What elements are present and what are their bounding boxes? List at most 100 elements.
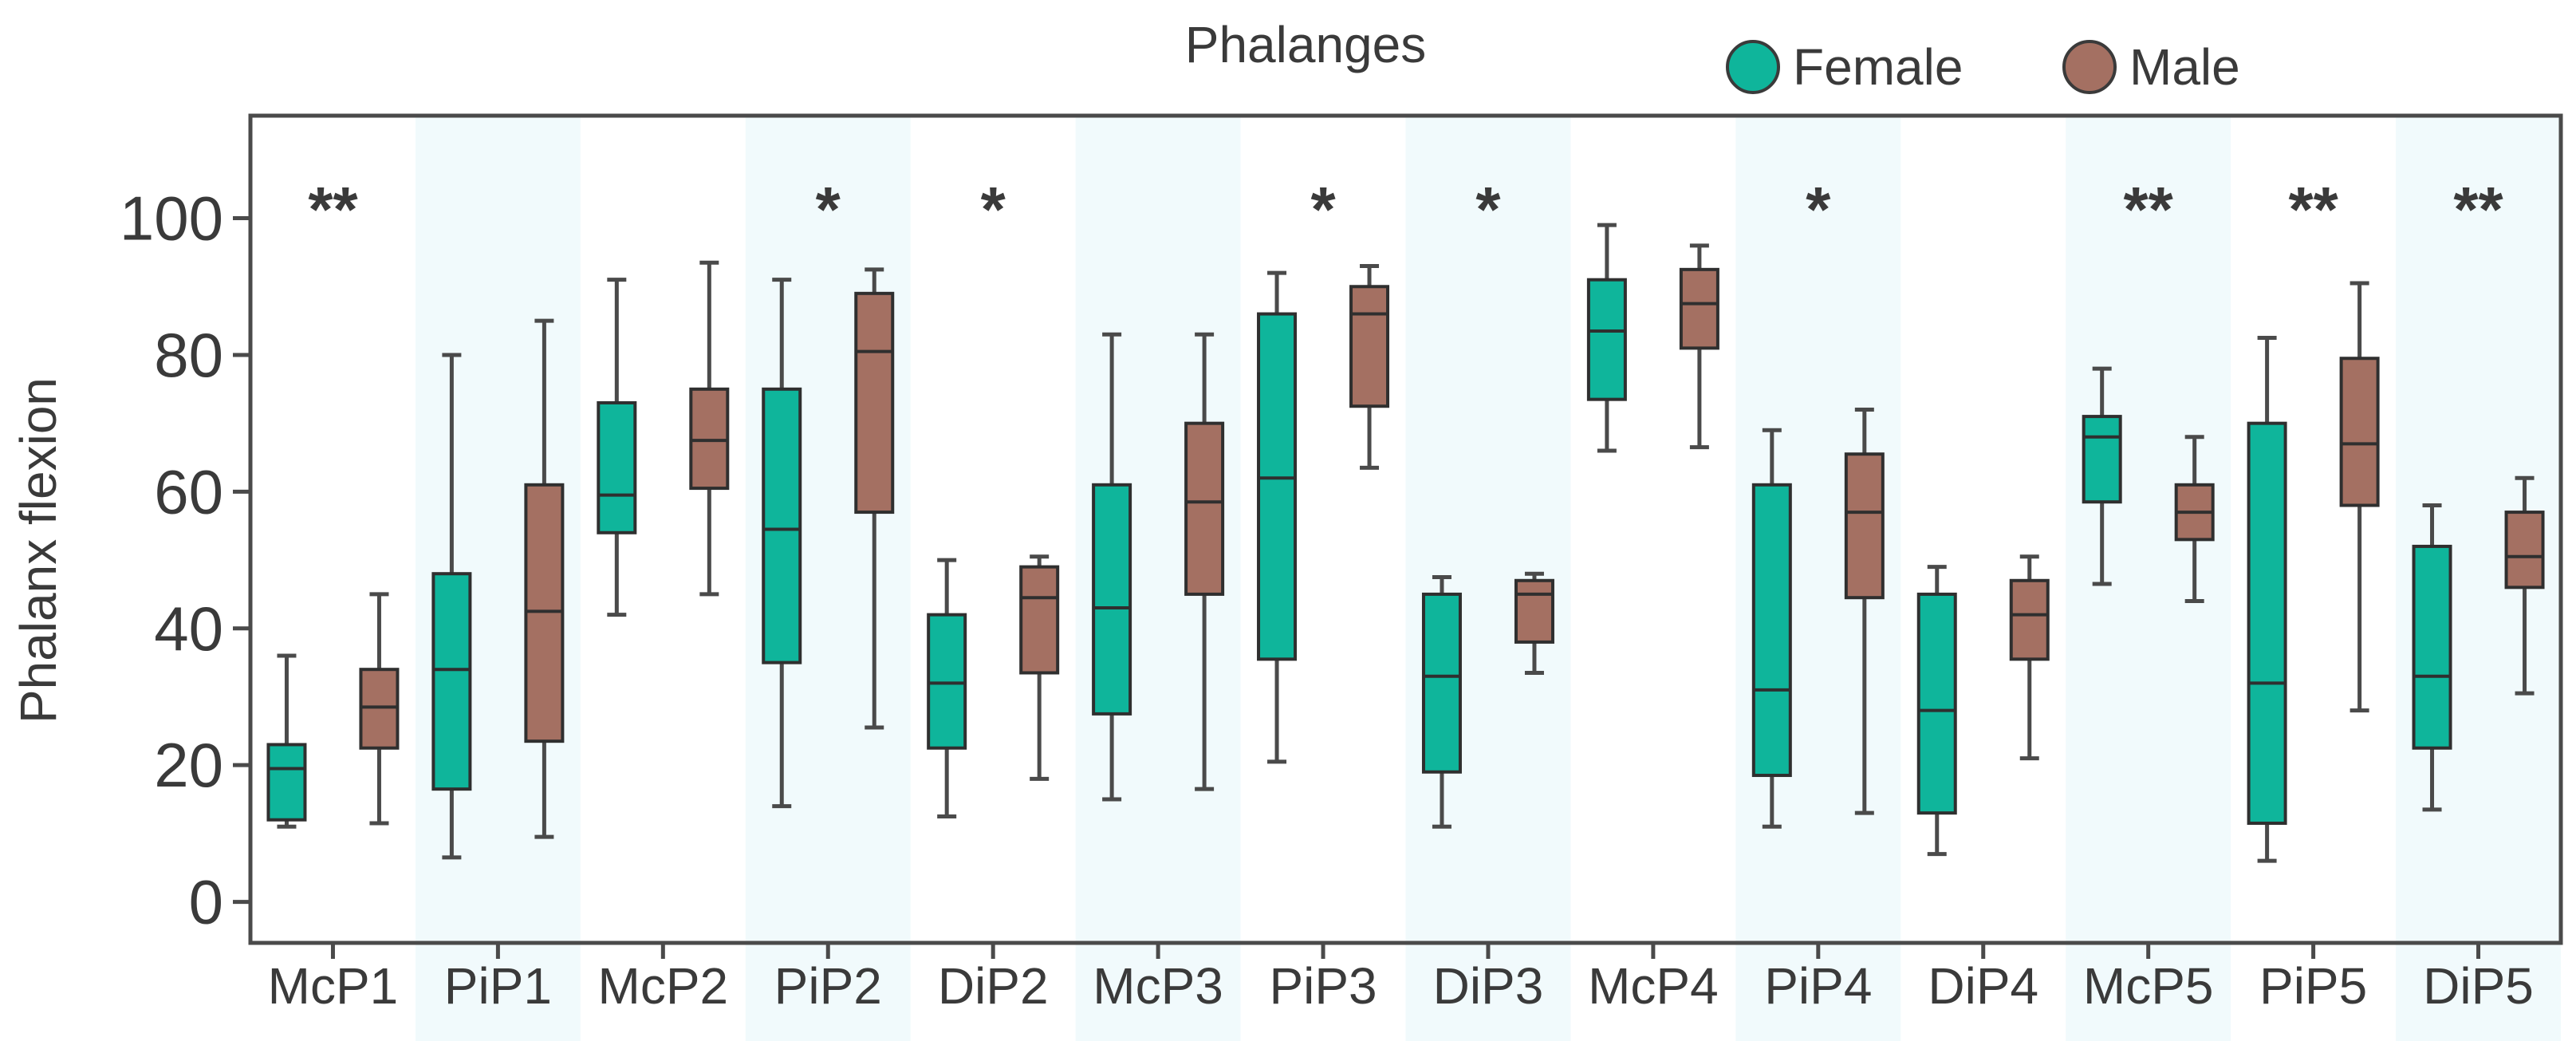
female-box-McP4: [1586, 223, 1627, 453]
legend-female-label: Female: [1793, 38, 1963, 96]
male-box-DiP4: [2009, 554, 2050, 761]
male-box-DiP5: [2504, 475, 2545, 696]
female-box-PiP1: [431, 353, 472, 860]
x-tick-label: PiP4: [1764, 957, 1872, 1015]
female-box-PiP2: [762, 278, 802, 809]
iqr-box: [2082, 415, 2122, 504]
male-box-PiP2: [854, 267, 895, 730]
x-tick-label: PiP5: [2259, 957, 2367, 1015]
iqr-box: [1751, 483, 1792, 778]
female-box-PiP3: [1257, 270, 1298, 764]
iqr-box: [2339, 357, 2380, 507]
male-box-McP5: [2174, 435, 2215, 603]
significance-DiP2: *: [981, 174, 1006, 245]
x-tick-label: PiP1: [444, 957, 552, 1015]
iqr-box: [1844, 452, 1885, 600]
male-box-McP4: [1679, 243, 1719, 450]
female-box-DiP2: [927, 558, 967, 818]
x-tick-label: McP3: [1093, 957, 1223, 1015]
iqr-box: [266, 743, 307, 822]
significance-PiP2: *: [816, 174, 841, 245]
iqr-box: [2504, 511, 2545, 590]
x-tick-label: McP5: [2083, 957, 2214, 1015]
category-band: [1405, 116, 1571, 1041]
male-box-McP1: [359, 592, 400, 826]
significance-PiP3: *: [1310, 174, 1336, 245]
y-tick-label: 100: [120, 183, 223, 254]
significance-DiP5: **: [2453, 174, 2503, 245]
legend-female-swatch: [1726, 40, 1780, 94]
y-tick-label: 20: [154, 730, 223, 800]
iqr-box: [689, 387, 730, 491]
iqr-box: [1092, 483, 1132, 716]
x-tick-label: McP2: [598, 957, 729, 1015]
female-box-DiP4: [1916, 565, 1957, 857]
iqr-box: [1257, 312, 1298, 661]
iqr-box: [1586, 278, 1627, 401]
significance-markers: ** * * * * * ** ** **: [308, 174, 2503, 245]
female-box-McP1: [266, 653, 307, 829]
legend-male-label: Male: [2129, 38, 2240, 96]
iqr-box: [1916, 592, 1957, 815]
y-tick-label: 0: [189, 867, 223, 937]
iqr-box: [431, 572, 472, 791]
iqr-box: [1349, 285, 1390, 408]
x-tick-label: DiP4: [1928, 957, 2038, 1015]
iqr-box: [2009, 578, 2050, 661]
significance-DiP3: *: [1475, 174, 1501, 245]
x-tick-label: McP1: [268, 957, 399, 1015]
male-box-PiP1: [524, 318, 565, 839]
male-box-McP2: [689, 260, 730, 597]
y-tick-label: 80: [154, 320, 223, 390]
female-box-DiP3: [1421, 574, 1462, 829]
category-band: [2066, 116, 2231, 1041]
female-box-PiP5: [2247, 336, 2287, 863]
legend: Female Male: [1726, 38, 2240, 96]
x-tick-label: PiP3: [1269, 957, 1377, 1015]
y-tick-label: 60: [154, 456, 223, 526]
iqr-box: [1514, 578, 1554, 644]
iqr-box: [524, 483, 565, 743]
iqr-box: [2247, 421, 2287, 826]
iqr-box: [2412, 544, 2452, 750]
iqr-box: [1679, 267, 1719, 350]
significance-PiP5: **: [2288, 174, 2338, 245]
significance-PiP4: *: [1806, 174, 1831, 245]
male-box-DiP2: [1019, 554, 1060, 781]
boxplots: [266, 223, 2545, 863]
male-box-DiP3: [1514, 571, 1554, 675]
male-box-PiP4: [1844, 408, 1885, 815]
male-box-PiP5: [2339, 281, 2380, 713]
iqr-box: [359, 668, 400, 750]
y-axis: 0 20 40 60 80 100: [120, 183, 250, 937]
iqr-box: [1421, 592, 1462, 774]
x-tick-label: DiP2: [938, 957, 1049, 1015]
iqr-box: [927, 613, 967, 750]
plot-frame: [248, 113, 2563, 945]
female-box-PiP4: [1751, 428, 1792, 829]
female-box-McP2: [597, 278, 637, 617]
iqr-box: [1184, 421, 1225, 596]
x-tick-label: PiP2: [774, 957, 882, 1015]
iqr-box: [854, 291, 895, 515]
male-box-PiP3: [1349, 264, 1390, 470]
female-box-McP3: [1092, 332, 1132, 802]
iqr-box: [762, 387, 802, 664]
x-tick-label: McP4: [1588, 957, 1719, 1015]
iqr-box: [1019, 565, 1060, 675]
female-box-McP5: [2082, 366, 2122, 586]
legend-male-swatch: [2062, 40, 2117, 94]
significance-McP5: **: [2124, 174, 2174, 245]
y-tick-label: 40: [154, 593, 223, 664]
category-bands: [415, 116, 2561, 1041]
iqr-box: [597, 400, 637, 534]
significance-McP1: **: [308, 174, 358, 245]
x-tick-label: DiP5: [2423, 957, 2534, 1015]
male-box-McP3: [1184, 332, 1225, 791]
x-axis: McP1 PiP1 McP2 PiP2 DiP2 McP3 PiP3 DiP3 McP4 PiP4…: [268, 943, 2534, 1015]
y-axis-label: Phalanx flexion: [10, 377, 67, 724]
chart-title: Phalanges: [1185, 16, 1426, 73]
female-box-DiP5: [2412, 503, 2452, 812]
x-tick-label: DiP3: [1433, 957, 1544, 1015]
